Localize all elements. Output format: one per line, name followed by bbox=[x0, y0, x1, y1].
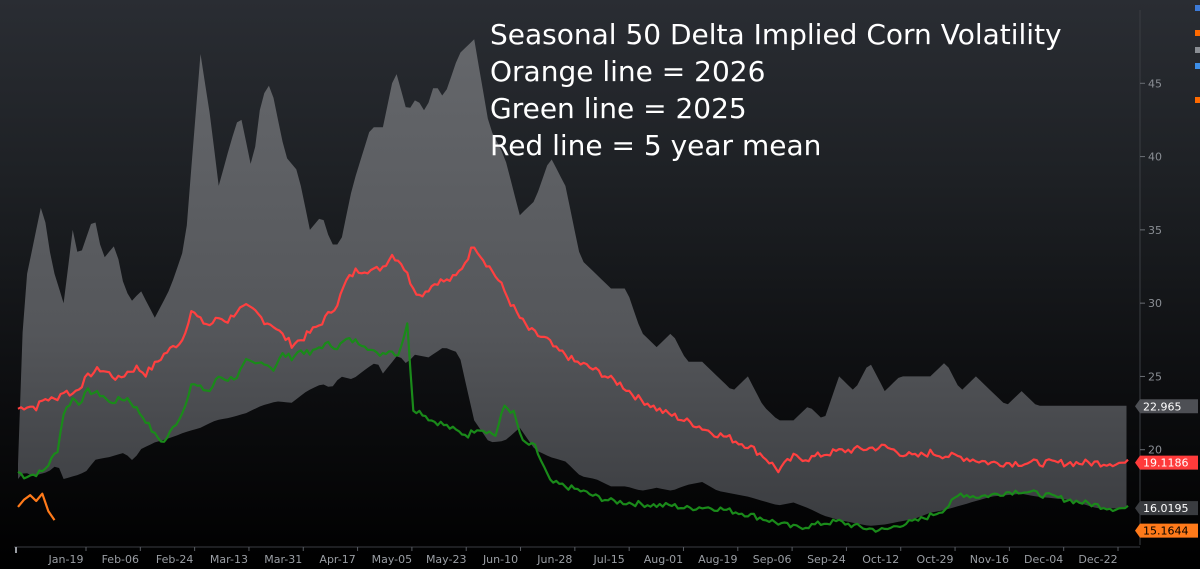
x-tick-label: Oct-29 bbox=[917, 553, 954, 566]
legend-edge-mark bbox=[1195, 63, 1200, 69]
x-tick-label: Mar-31 bbox=[264, 553, 302, 566]
x-tick-label: Nov-16 bbox=[970, 553, 1009, 566]
value-label-mean: 19.1186 bbox=[1135, 455, 1198, 470]
x-tick-label: Aug-01 bbox=[644, 553, 683, 566]
chart-title-line: Orange line = 2026 bbox=[490, 55, 765, 88]
range-band bbox=[18, 39, 1127, 526]
x-tick-label: May-05 bbox=[372, 553, 413, 566]
year-2025-line bbox=[17, 322, 1129, 533]
legend-edge-mark bbox=[1195, 47, 1200, 53]
value-label-box bbox=[1135, 523, 1198, 538]
x-tick-label: Feb-06 bbox=[102, 553, 139, 566]
x-tick-label: Mar-13 bbox=[210, 553, 248, 566]
y-tick-label: 35 bbox=[1148, 224, 1162, 237]
legend-edge-mark bbox=[1195, 30, 1200, 36]
y-tick-label: 30 bbox=[1148, 297, 1162, 310]
value-label-text: 22.965 bbox=[1143, 400, 1182, 413]
x-tick-label: Dec-04 bbox=[1024, 553, 1063, 566]
value-label-text: 15.1644 bbox=[1143, 525, 1189, 538]
x-tick-label: Dec-22 bbox=[1078, 553, 1117, 566]
value-label-range_high: 22.965 bbox=[1135, 399, 1198, 414]
x-tick-label: Jul-15 bbox=[593, 553, 625, 566]
value-label-text: 16.0195 bbox=[1143, 502, 1189, 515]
value-label-text: 19.1186 bbox=[1143, 457, 1189, 470]
y-tick-label: 25 bbox=[1148, 370, 1162, 383]
mean-line bbox=[17, 246, 1129, 474]
chart-title-line: Red line = 5 year mean bbox=[490, 129, 821, 162]
value-label-box bbox=[1135, 455, 1198, 470]
x-tick-label: Oct-12 bbox=[862, 553, 899, 566]
value-label-box bbox=[1135, 399, 1198, 414]
x-tick-label: Aug-19 bbox=[698, 553, 737, 566]
value-label-year_2025: 16.0195 bbox=[1135, 501, 1198, 516]
y-tick-label: 20 bbox=[1148, 444, 1162, 457]
x-tick-label: Jan-19 bbox=[48, 553, 84, 566]
value-label-year_2026: 15.1644 bbox=[1135, 523, 1198, 538]
chart-title-line: Seasonal 50 Delta Implied Corn Volatilit… bbox=[490, 18, 1062, 51]
year-2026-line bbox=[17, 492, 56, 521]
chart-title-line: Green line = 2025 bbox=[490, 92, 747, 125]
y-tick-label: 45 bbox=[1148, 77, 1162, 90]
x-tick-label: Feb-24 bbox=[156, 553, 193, 566]
x-tick-label: Jun-28 bbox=[536, 553, 572, 566]
legend-edge-mark bbox=[1195, 97, 1200, 103]
value-label-box bbox=[1135, 501, 1198, 516]
x-tick-label: Sep-24 bbox=[807, 553, 846, 566]
y-tick-label: 40 bbox=[1148, 151, 1162, 164]
x-tick-label: Sep-06 bbox=[753, 553, 792, 566]
x-tick-label: May-23 bbox=[426, 553, 467, 566]
x-tick-label: Jun-10 bbox=[482, 553, 518, 566]
x-tick-label: Apr-17 bbox=[319, 553, 355, 566]
legend-edge-mark bbox=[1195, 5, 1200, 11]
